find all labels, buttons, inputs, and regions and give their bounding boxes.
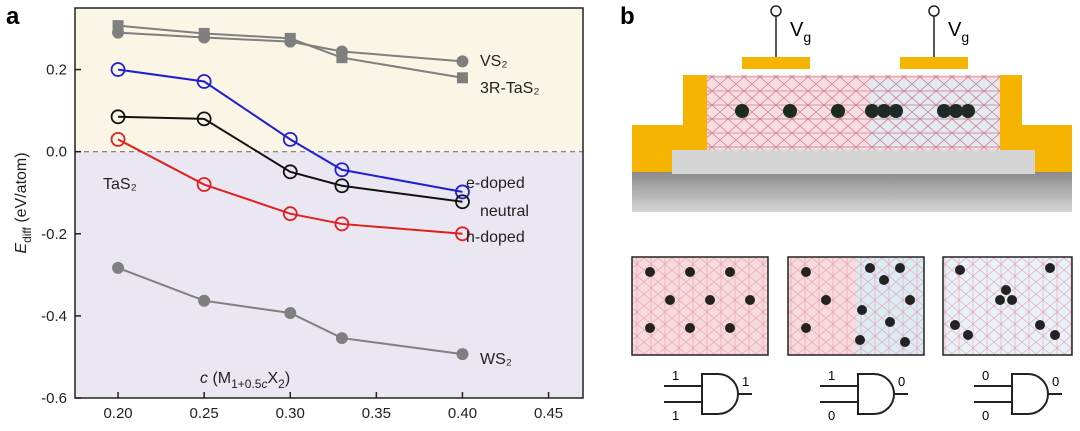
gate-output: 1 bbox=[742, 374, 749, 389]
electrode bbox=[632, 75, 707, 172]
marker bbox=[112, 20, 124, 32]
gate-wires bbox=[664, 385, 752, 403]
and-gate bbox=[857, 373, 895, 415]
y-tick-label: 0.0 bbox=[46, 144, 67, 161]
marker bbox=[282, 206, 298, 222]
legend-label: VS₂ bbox=[480, 53, 508, 70]
gate-input: 0 bbox=[982, 408, 989, 423]
marker bbox=[334, 178, 350, 194]
marker bbox=[110, 109, 126, 125]
legend-label: neutral bbox=[480, 203, 529, 220]
panel-label: a bbox=[6, 3, 20, 30]
gate-label: Vg bbox=[790, 19, 811, 45]
gate-output: 0 bbox=[898, 374, 905, 389]
marker bbox=[456, 348, 469, 361]
x-label-part: 1+0.5 bbox=[231, 377, 262, 391]
x-label-part: c bbox=[200, 370, 208, 387]
gate-input: 1 bbox=[828, 368, 835, 383]
gate-wires bbox=[974, 385, 1062, 403]
marker bbox=[110, 62, 126, 77]
x-tick-label: 0.45 bbox=[534, 405, 563, 422]
device-diagram: Vg Vg 1 1 1 1 0 0 0 0 0 bbox=[631, 5, 1073, 423]
legend-label: h-doped bbox=[466, 229, 525, 246]
lattice-panels bbox=[631, 256, 1073, 356]
marker bbox=[112, 261, 125, 274]
gate-input: 0 bbox=[982, 368, 989, 383]
x-tick-label: 0.40 bbox=[448, 405, 477, 422]
marker bbox=[196, 111, 212, 127]
gate-input: 1 bbox=[672, 408, 679, 423]
x-label-part: X bbox=[267, 370, 278, 387]
gate-input: 0 bbox=[828, 408, 835, 423]
marker bbox=[336, 52, 348, 64]
series-line bbox=[117, 138, 463, 235]
x-label-part: (M bbox=[208, 370, 231, 387]
x-tick-label: 0.35 bbox=[362, 405, 391, 422]
y-axis-label: Ediff (eV/atom) bbox=[13, 152, 34, 253]
marker bbox=[455, 194, 470, 210]
annotation: TaS₂ bbox=[103, 176, 137, 193]
marker bbox=[198, 294, 211, 307]
logic-gates: 1 1 1 1 0 0 0 0 0 bbox=[664, 368, 1062, 423]
y-tick-label: -0.2 bbox=[41, 226, 67, 243]
marker bbox=[455, 226, 470, 242]
y-tick-label: -0.4 bbox=[41, 308, 67, 325]
gate-label: Vg bbox=[948, 19, 969, 45]
and-gate bbox=[701, 373, 739, 415]
marker bbox=[282, 164, 298, 180]
y-label-symbol: E bbox=[13, 243, 30, 254]
y-tick-label: -0.6 bbox=[41, 390, 67, 407]
x-tick-label: 0.25 bbox=[190, 405, 219, 422]
x-tick-label: 0.20 bbox=[103, 405, 132, 422]
legend-label: 3R-TaS₂ bbox=[480, 80, 540, 97]
plot-frame bbox=[74, 7, 584, 399]
marker bbox=[196, 177, 212, 192]
marker bbox=[455, 184, 470, 200]
panel-label: b bbox=[620, 3, 635, 30]
marker bbox=[198, 27, 210, 39]
negative-region bbox=[75, 151, 583, 398]
gate-wires bbox=[820, 385, 908, 403]
marker bbox=[196, 74, 212, 89]
marker bbox=[284, 32, 296, 44]
atoms bbox=[735, 104, 975, 118]
gate bbox=[742, 57, 810, 69]
gate-output: 0 bbox=[1052, 374, 1059, 389]
x-label-part: ) bbox=[285, 370, 290, 387]
x-axis-label: c (M1+0.5cX2) bbox=[200, 370, 290, 391]
y-label-unit: (eV/atom) bbox=[13, 152, 30, 227]
marker bbox=[335, 332, 348, 345]
marker bbox=[456, 55, 469, 68]
x-tick-label: 0.30 bbox=[276, 405, 305, 422]
gate bbox=[900, 57, 968, 69]
marker bbox=[282, 131, 298, 147]
marker bbox=[334, 162, 350, 178]
terminal bbox=[928, 5, 940, 17]
legend-label: WS₂ bbox=[480, 351, 512, 368]
and-gate bbox=[1011, 373, 1049, 415]
dielectric bbox=[672, 150, 1035, 174]
positive-region bbox=[75, 8, 583, 152]
x-label-part: c bbox=[261, 377, 267, 391]
y-label-subscript: diff bbox=[20, 226, 34, 242]
marker bbox=[456, 72, 468, 84]
x-label-part: 2 bbox=[278, 377, 285, 391]
series-line bbox=[117, 68, 463, 193]
electrode bbox=[1000, 75, 1072, 172]
wire bbox=[775, 16, 935, 57]
legend-label: e-doped bbox=[466, 175, 525, 192]
marker bbox=[284, 307, 297, 320]
marker bbox=[110, 131, 126, 147]
chart: -0.6 -0.4 -0.2 0.0 0.2 0.20 0.25 0.30 0.35 0.40 0.… bbox=[13, 7, 584, 422]
marker bbox=[334, 216, 350, 232]
terminal bbox=[770, 5, 782, 17]
substrate bbox=[632, 172, 1072, 212]
y-tick-label: 0.2 bbox=[46, 62, 67, 79]
gate-input: 1 bbox=[672, 368, 679, 383]
series-line bbox=[118, 115, 463, 203]
